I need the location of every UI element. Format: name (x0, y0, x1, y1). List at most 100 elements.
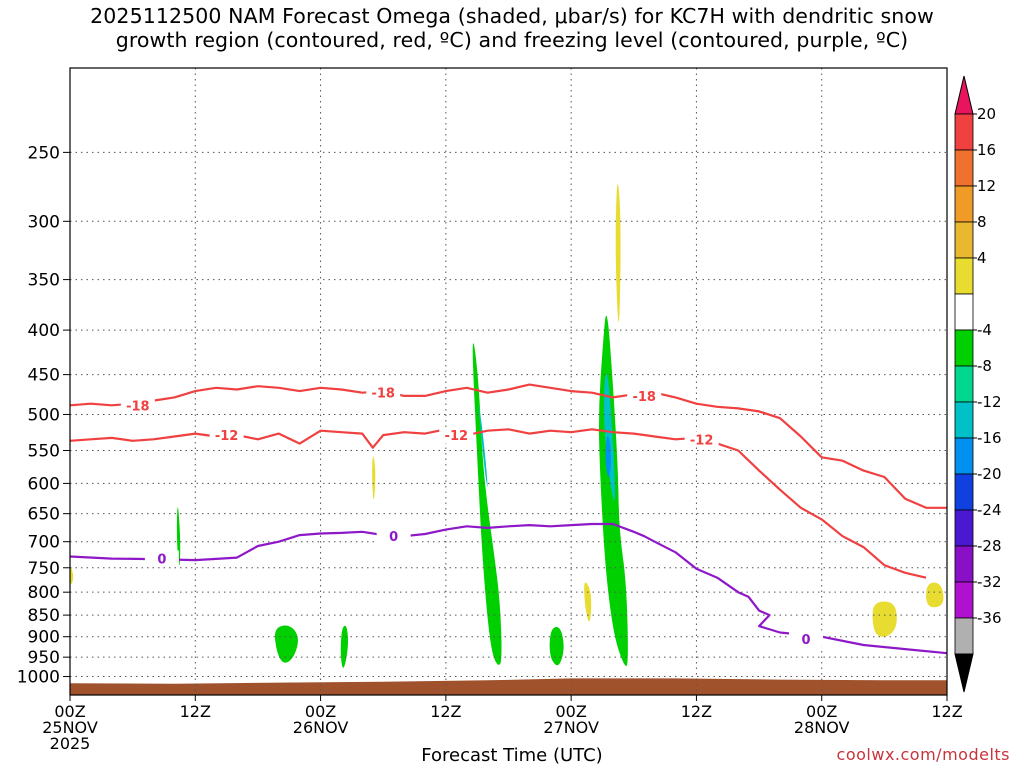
colorbar-label-11: -28 (977, 537, 1002, 555)
y-tick-label-400: 400 (28, 321, 60, 341)
colorbar-box-14 (954, 617, 974, 655)
colorbar-label-10: -24 (977, 501, 1002, 519)
colorbar-box-8 (954, 401, 974, 439)
contour-label-1-1: -12 (445, 429, 469, 444)
grid-lines (70, 68, 947, 695)
contour-label-1-2: -12 (690, 433, 714, 448)
omega-region-13 (926, 582, 944, 608)
contour-label-2-0: 0 (157, 553, 166, 568)
x-tick-year-0: 2025 (50, 734, 91, 753)
omega-region-10 (372, 456, 376, 500)
x-tick-date-4: 27NOV (543, 718, 599, 737)
title-line-2: growth region (contoured, red, ºC) and f… (115, 28, 909, 52)
contour-label-2-2: 0 (802, 633, 811, 648)
omega-region-9 (615, 184, 621, 322)
contour-label-2-1: 0 (389, 530, 398, 545)
colorbar-label-13: -36 (977, 609, 1002, 627)
colorbar-label-12: -32 (977, 573, 1002, 591)
y-axis-ticks: 2503003504004505005506006507007508008509… (17, 143, 70, 688)
contour-line-2 (70, 522, 947, 655)
y-tick-label-300: 300 (28, 212, 60, 232)
y-tick-label-950: 950 (28, 648, 60, 668)
y-tick-label-250: 250 (28, 143, 60, 163)
omega-region-3 (603, 373, 616, 501)
contour-label-0-0: -18 (126, 399, 150, 414)
x-tick-label-6: 00Z (806, 702, 837, 721)
colorbar-bottom-triangle (954, 653, 974, 693)
colorbar-box-6 (954, 329, 974, 367)
x-axis-label: Forecast Time (UTC) (421, 745, 603, 766)
omega-region-1 (478, 404, 488, 487)
x-tick-label-2: 00Z (305, 702, 336, 721)
contour-label-bg-2-0 (144, 550, 179, 567)
colorbar-label-3: 8 (977, 213, 987, 231)
x-tick-label-3: 12Z (430, 702, 461, 721)
contour-label-bg-1-2 (684, 431, 719, 448)
colorbar-label-2: 12 (977, 177, 996, 195)
colorbar-box-12 (954, 545, 974, 583)
colorbar-box-10 (954, 473, 974, 511)
omega-region-7 (340, 625, 349, 668)
colorbar-label-9: -20 (977, 465, 1002, 483)
x-tick-label-1: 12Z (180, 702, 211, 721)
colorbar-label-6: -8 (977, 357, 992, 375)
contour-line-0 (70, 383, 947, 509)
x-tick-date-2: 26NOV (293, 718, 349, 737)
colorbar-box-0 (954, 113, 974, 151)
colorbar-top-triangle (954, 75, 974, 115)
contour-label-bg-0-2 (627, 387, 662, 404)
plot-frame (69, 67, 948, 696)
omega-region-0 (472, 343, 502, 665)
contour-label-bg-1-1 (439, 427, 474, 444)
colorbar-label-5: -4 (977, 321, 992, 339)
x-tick-date-0: 25NOV (42, 718, 98, 737)
omega-region-6 (274, 625, 298, 663)
colorbar-label-8: -16 (977, 429, 1002, 447)
contour-line-1 (70, 428, 927, 579)
omega-region-4 (605, 436, 611, 477)
x-tick-date-6: 28NOV (794, 718, 850, 737)
colorbar-box-11 (954, 509, 974, 547)
y-tick-label-500: 500 (28, 405, 60, 425)
omega-region-14 (70, 567, 74, 584)
y-tick-label-800: 800 (28, 583, 60, 603)
y-tick-label-750: 750 (28, 559, 60, 579)
y-tick-label-900: 900 (28, 628, 60, 648)
y-tick-label-350: 350 (28, 271, 60, 291)
credit-link[interactable]: coolwx.com/modelts (836, 745, 1010, 764)
colorbar-box-7 (954, 365, 974, 403)
contour-label-bg-1-0 (209, 427, 244, 444)
y-tick-label-450: 450 (28, 366, 60, 386)
y-tick-label-650: 650 (28, 505, 60, 525)
colorbar-box-2 (954, 185, 974, 223)
y-tick-label-1000: 1000 (17, 668, 60, 688)
colorbar-label-7: -12 (977, 393, 1002, 411)
chart-title: 2025112500 NAM Forecast Omega (shaded, μ… (0, 4, 1024, 52)
colorbar: 20 16 12 8 4 -4 -8 -12 -16 -20 -24 -28 -32 -36 (954, 75, 1002, 693)
omega-region-12 (872, 601, 897, 637)
y-tick-label-700: 700 (28, 533, 60, 553)
colorbar-box-9 (954, 437, 974, 475)
y-tick-label-850: 850 (28, 606, 60, 626)
y-tick-label-550: 550 (28, 442, 60, 462)
x-tick-label-0: 00Z (54, 702, 85, 721)
colorbar-label-1: 16 (977, 141, 996, 159)
plot-border (69, 67, 948, 696)
contour-label-bg-2-1 (376, 528, 411, 545)
x-tick-label-7: 12Z (931, 702, 962, 721)
colorbar-box-4 (954, 257, 974, 295)
contour-label-bg-2-2 (789, 630, 824, 647)
x-tick-label-4: 00Z (555, 702, 586, 721)
contour-label-0-2: -18 (632, 390, 656, 405)
omega-shading (70, 184, 944, 668)
colorbar-label-0: 20 (977, 105, 996, 123)
omega-region-11 (584, 582, 592, 622)
x-tick-label-5: 12Z (681, 702, 712, 721)
title-line-1: 2025112500 NAM Forecast Omega (shaded, μ… (90, 4, 934, 28)
terrain-area (70, 678, 947, 695)
colorbar-label-4: 4 (977, 249, 987, 267)
omega-region-8 (549, 627, 564, 666)
y-tick-label-600: 600 (28, 474, 60, 494)
